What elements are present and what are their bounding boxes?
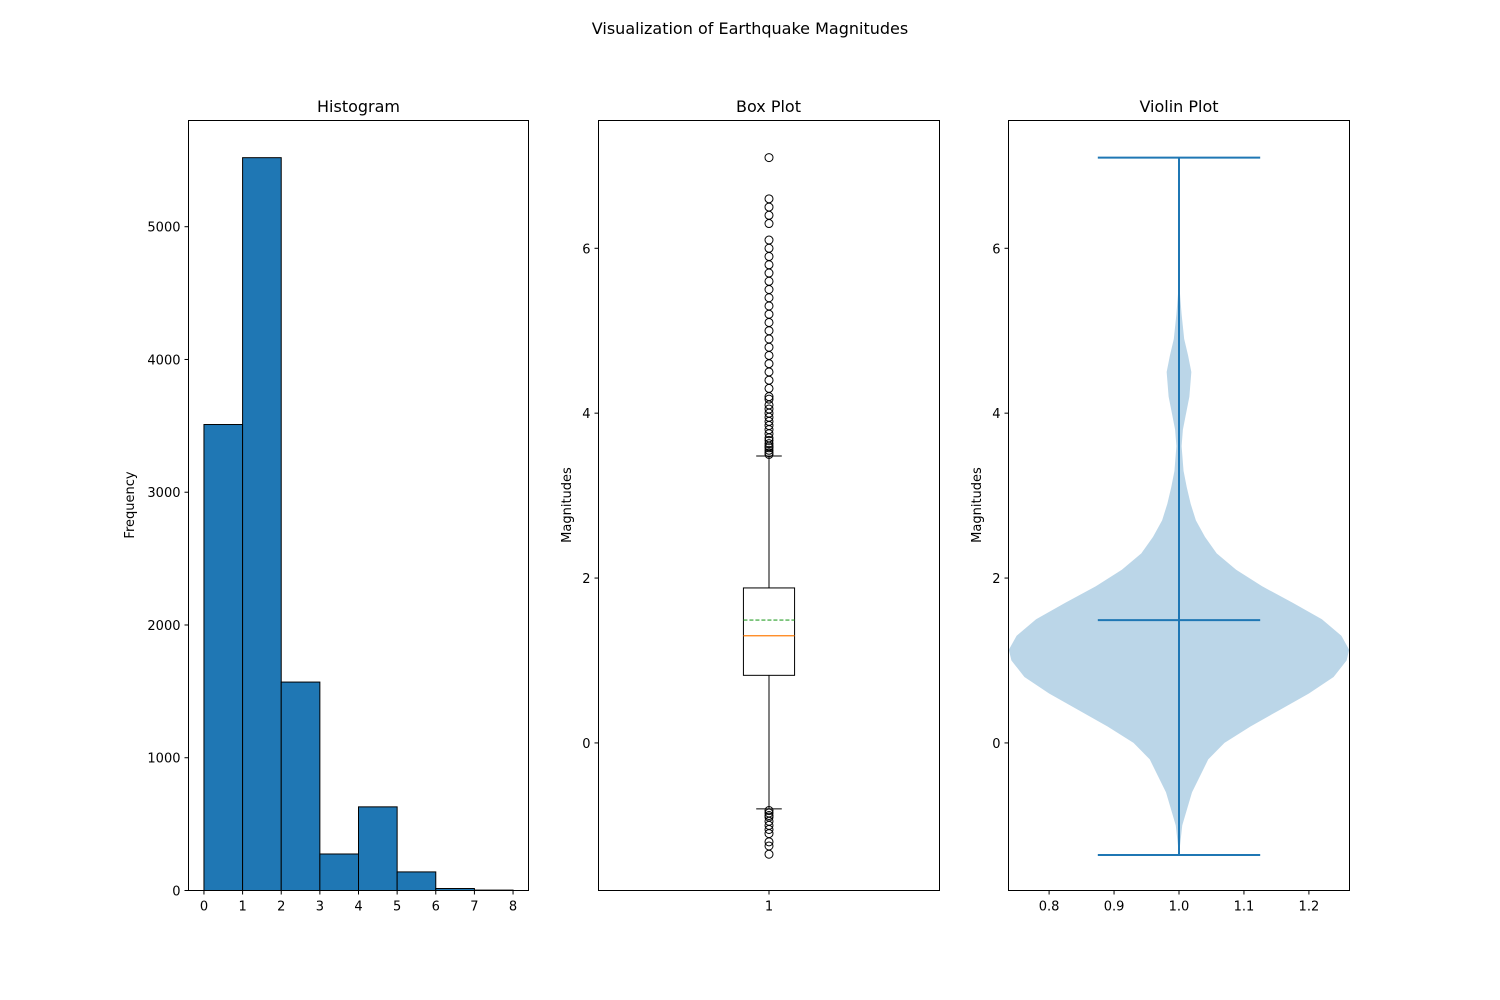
histogram-yticks: 0 1000 2000 3000 4000 5000 bbox=[147, 221, 189, 900]
boxplot-outlier bbox=[764, 252, 774, 262]
boxplot-elements bbox=[742, 153, 796, 859]
violin-frame bbox=[1008, 120, 1350, 891]
violin-elements bbox=[1008, 156, 1350, 857]
ytick-label: 0 bbox=[582, 737, 590, 752]
boxplot-outlier bbox=[764, 268, 774, 278]
histogram-bar bbox=[242, 157, 282, 891]
boxplot-outlier bbox=[764, 342, 774, 352]
xtick-label: 2 bbox=[277, 900, 285, 915]
boxplot-outlier bbox=[764, 317, 774, 327]
boxplot-outlier bbox=[764, 243, 774, 253]
boxplot-outlier bbox=[764, 276, 774, 286]
violin-axes: Violin Plot Magnitudes 0.8 0.9 1.0 1.1 1.2 0… bbox=[970, 97, 1350, 915]
xtick-label: 0.9 bbox=[1104, 900, 1125, 915]
boxplot-outlier bbox=[764, 326, 774, 336]
histogram-axes: Histogram Frequency 0 1 2 3 4 5 6 7 8 0 1000 2000 3… bbox=[123, 97, 529, 915]
boxplot-outlier bbox=[764, 293, 774, 303]
boxplot-outlier bbox=[764, 439, 774, 449]
boxplot-outlier bbox=[764, 309, 774, 319]
violin-title: Violin Plot bbox=[1139, 97, 1218, 116]
boxplot-outlier bbox=[764, 445, 774, 455]
boxplot-outlier bbox=[764, 153, 774, 163]
histogram-bar bbox=[358, 806, 398, 891]
histogram-bars bbox=[203, 157, 514, 892]
boxplot-outlier bbox=[764, 404, 774, 414]
histogram-bar bbox=[203, 424, 244, 891]
boxplot-outlier bbox=[764, 235, 774, 245]
ytick-label: 4000 bbox=[147, 353, 180, 368]
boxplot-outlier bbox=[764, 260, 774, 270]
xtick-label: 8 bbox=[509, 900, 517, 915]
xtick-label: 0 bbox=[200, 900, 208, 915]
xtick-label: 4 bbox=[354, 900, 362, 915]
boxplot-outlier bbox=[764, 210, 774, 220]
ytick-label: 0 bbox=[992, 737, 1000, 752]
ytick-label: 2 bbox=[582, 572, 590, 587]
ytick-label: 6 bbox=[992, 242, 1000, 257]
ytick-label: 3000 bbox=[147, 486, 180, 501]
boxplot-frame bbox=[598, 120, 940, 891]
boxplot-outlier bbox=[764, 359, 774, 369]
boxplot-outlier bbox=[764, 383, 774, 393]
histogram-xticks: 0 1 2 3 4 5 6 7 8 bbox=[200, 890, 517, 915]
violin-ylabel: Magnitudes bbox=[970, 467, 985, 543]
xtick-label: 7 bbox=[470, 900, 478, 915]
boxplot-yticks: 0 2 4 6 bbox=[582, 242, 599, 752]
xtick-label: 1.0 bbox=[1169, 900, 1190, 915]
histogram-bar bbox=[319, 853, 360, 892]
boxplot-ylabel: Magnitudes bbox=[560, 467, 575, 543]
violin-yticks: 0 2 4 6 bbox=[992, 242, 1009, 752]
ytick-label: 4 bbox=[582, 407, 590, 422]
boxplot-outlier bbox=[764, 849, 774, 859]
boxplot-outlier bbox=[764, 301, 774, 311]
ytick-label: 2 bbox=[992, 572, 1000, 587]
boxplot-outlier bbox=[764, 435, 774, 445]
ytick-label: 1000 bbox=[147, 752, 180, 767]
ytick-label: 2000 bbox=[147, 619, 180, 634]
violin-xticks: 0.8 0.9 1.0 1.1 1.2 bbox=[1039, 890, 1320, 915]
xtick-label: 5 bbox=[393, 900, 401, 915]
boxplot-outlier bbox=[764, 806, 774, 816]
xtick-label: 0.8 bbox=[1039, 900, 1060, 915]
ytick-label: 5000 bbox=[147, 221, 180, 236]
ytick-label: 0 bbox=[172, 885, 180, 900]
boxplot-outlier bbox=[764, 202, 774, 212]
boxplot-outlier bbox=[764, 375, 774, 385]
xtick-label: 6 bbox=[432, 900, 440, 915]
histogram-frame bbox=[188, 120, 529, 891]
boxplot-outlier bbox=[764, 334, 774, 344]
boxplot-axes: Box Plot Magnitudes 1 0 2 4 6 bbox=[560, 97, 940, 915]
ytick-label: 4 bbox=[992, 407, 1000, 422]
xtick-label: 1.2 bbox=[1299, 900, 1320, 915]
boxplot-xticks: 1 bbox=[765, 890, 773, 915]
boxplot-outlier bbox=[764, 824, 774, 834]
boxplot-outlier bbox=[764, 837, 774, 847]
histogram-bar bbox=[396, 871, 437, 892]
xtick-label: 3 bbox=[316, 900, 324, 915]
boxplot-outlier bbox=[764, 350, 774, 360]
xtick-label: 1 bbox=[238, 900, 246, 915]
boxplot-box bbox=[742, 587, 796, 676]
boxplot-outlier bbox=[764, 194, 774, 204]
ytick-label: 6 bbox=[582, 242, 590, 257]
xtick-label: 1.1 bbox=[1234, 900, 1255, 915]
boxplot-outlier bbox=[764, 367, 774, 377]
figure-suptitle: Visualization of Earthquake Magnitudes bbox=[592, 19, 908, 38]
boxplot-title: Box Plot bbox=[736, 97, 801, 116]
xtick-label: 1 bbox=[765, 900, 773, 915]
boxplot-outlier bbox=[764, 285, 774, 295]
histogram-bar bbox=[280, 681, 321, 891]
boxplot-outlier bbox=[764, 394, 774, 404]
histogram-ylabel: Frequency bbox=[123, 471, 138, 538]
histogram-title: Histogram bbox=[317, 97, 400, 116]
boxplot-outlier bbox=[764, 448, 774, 458]
boxplot-outlier bbox=[764, 219, 774, 229]
